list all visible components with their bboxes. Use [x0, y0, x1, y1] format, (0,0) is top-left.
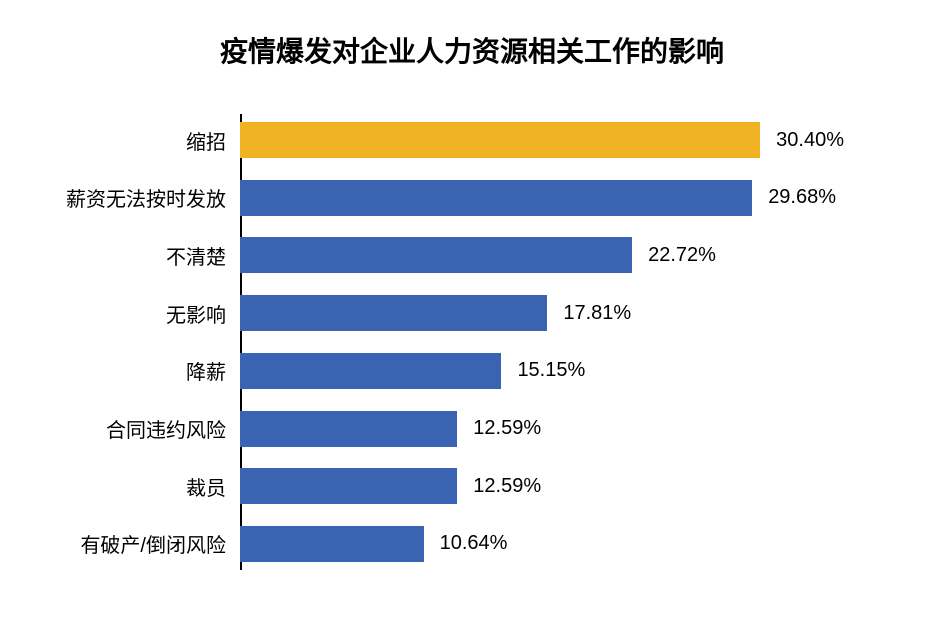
bar-row: 降薪 15.15% [240, 353, 844, 389]
value-label: 12.59% [473, 417, 541, 440]
value-label: 12.59% [473, 475, 541, 498]
bar-rows: 缩招 30.40% 薪资无法按时发放 29.68% 不清楚 22.72% 无影响… [240, 122, 844, 562]
bar-row: 缩招 30.40% [240, 122, 844, 158]
bar-row: 有破产/倒闭风险 10.64% [240, 526, 844, 562]
value-label: 10.64% [440, 532, 508, 555]
bar-row: 不清楚 22.72% [240, 237, 844, 273]
category-label: 有破产/倒闭风险 [80, 529, 226, 558]
value-label: 29.68% [768, 186, 836, 209]
bar-row: 合同违约风险 12.59% [240, 411, 844, 447]
bar [240, 295, 547, 331]
bar [240, 122, 760, 158]
bar-row: 无影响 17.81% [240, 295, 844, 331]
category-label: 缩招 [186, 126, 226, 155]
chart-title: 疫情爆发对企业人力资源相关工作的影响 [40, 30, 904, 70]
bar [240, 411, 457, 447]
value-label: 17.81% [563, 302, 631, 325]
category-label: 裁员 [186, 472, 226, 501]
bar [240, 468, 457, 504]
bar-row: 裁员 12.59% [240, 468, 844, 504]
value-label: 22.72% [648, 244, 716, 267]
chart-container: 疫情爆发对企业人力资源相关工作的影响 缩招 30.40% 薪资无法按时发放 29… [0, 0, 944, 626]
value-label: 30.40% [776, 129, 844, 152]
value-label: 15.15% [517, 359, 585, 382]
bar [240, 526, 424, 562]
category-label: 不清楚 [166, 241, 226, 270]
category-label: 合同违约风险 [106, 414, 226, 443]
category-label: 降薪 [186, 356, 226, 385]
category-label: 无影响 [166, 299, 226, 328]
bar-row: 薪资无法按时发放 29.68% [240, 180, 844, 216]
category-label: 薪资无法按时发放 [66, 183, 226, 212]
bar [240, 237, 632, 273]
bar [240, 353, 501, 389]
bar [240, 180, 752, 216]
plot-area: 缩招 30.40% 薪资无法按时发放 29.68% 不清楚 22.72% 无影响… [240, 114, 844, 570]
